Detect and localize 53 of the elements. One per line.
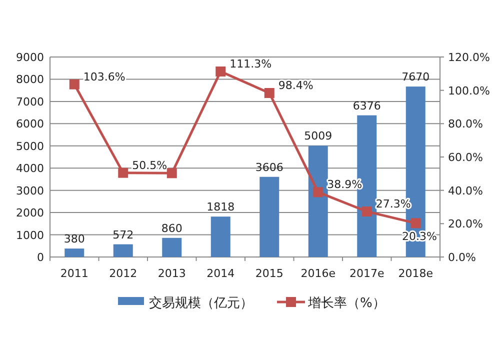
point [216, 66, 226, 76]
y2-tick-label: 100.0% [448, 84, 490, 98]
data-label: 103.6% [83, 70, 126, 84]
y-tick-label: 5000 [16, 140, 44, 153]
data-label: 5009 [304, 130, 332, 143]
y2-tick-label: 40.0% [448, 184, 483, 198]
legend-label: 增长率（%） [307, 295, 386, 311]
y-tick-label: 2000 [16, 206, 44, 220]
bar [260, 176, 280, 257]
y2-tick-label: 20.0% [448, 218, 483, 231]
x-tick-label: 2013 [158, 267, 186, 280]
data-label: 98.4% [278, 79, 314, 92]
x-tick-label: 2012 [109, 267, 138, 280]
data-label: 111.3% [230, 58, 272, 70]
data-label: 380 [64, 232, 85, 246]
point [264, 88, 274, 98]
data-label: 572 [112, 228, 134, 242]
y2-tick-label: 60.0% [448, 151, 483, 164]
x-tick-label: 2011 [60, 267, 88, 280]
bar [162, 238, 182, 257]
x-tick-label: 2015 [255, 267, 284, 280]
bar [210, 216, 230, 257]
data-label: 7670 [402, 70, 430, 84]
x-tick-label: 2016e [300, 267, 336, 280]
point [410, 218, 421, 228]
legend-label: 交易规模（亿元） [149, 295, 253, 311]
y2-tick-label: 80.0% [448, 118, 483, 131]
y-tick-label: 1000 [16, 228, 44, 242]
y2-tick-label: 0.0% [448, 251, 476, 264]
point [166, 168, 177, 178]
bar [64, 248, 84, 257]
data-label: 860 [161, 222, 182, 235]
bar [308, 146, 328, 257]
x-tick-label: 2014 [206, 267, 235, 280]
point [69, 79, 80, 90]
y-tick-label: 0 [37, 251, 44, 264]
bar [113, 244, 133, 257]
data-label: 6376 [352, 99, 381, 112]
y-tick-label: 4000 [16, 162, 44, 176]
data-label: 50.5% [132, 158, 168, 172]
y-tick-label: 8000 [16, 73, 44, 86]
data-label: 1818 [206, 200, 235, 214]
y-tick-label: 7000 [16, 95, 44, 108]
point [118, 168, 128, 178]
y2-tick-label: 120.0% [448, 51, 490, 64]
y-tick-label: 9000 [16, 51, 44, 64]
x-tick-label: 2018e [398, 267, 434, 280]
point [362, 206, 372, 216]
y-tick-label: 3000 [16, 184, 44, 198]
y-tick-label: 6000 [16, 118, 44, 131]
data-label: 3606 [255, 160, 284, 174]
point [313, 187, 324, 198]
x-tick-label: 2017e [349, 267, 384, 280]
